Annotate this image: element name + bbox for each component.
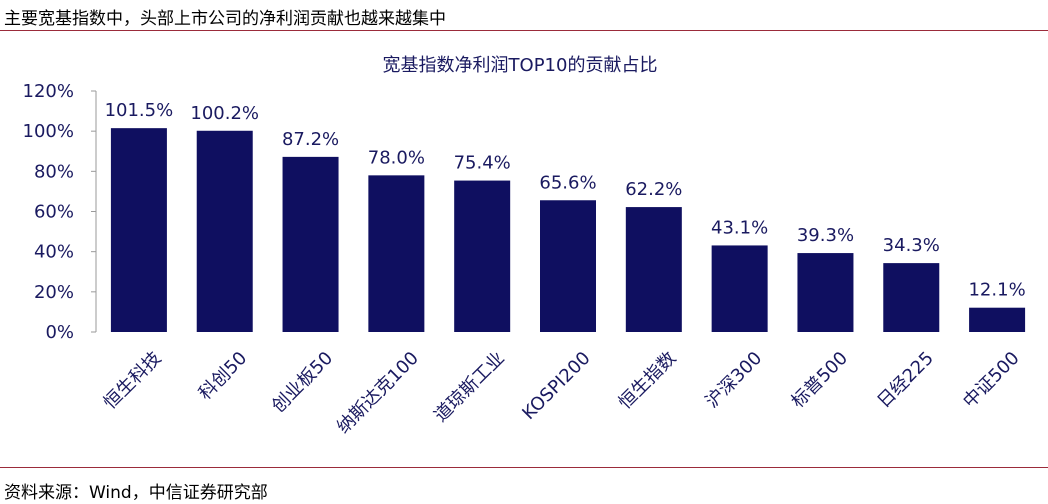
page-title: 主要宽基指数中，头部上市公司的净利润贡献也越来越集中: [4, 9, 446, 29]
bar: [282, 156, 339, 332]
data-label: 34.3%: [883, 235, 940, 256]
data-label: 87.2%: [282, 129, 339, 150]
chart-title: 宽基指数净利润TOP10的贡献占比: [383, 55, 658, 76]
data-label: 39.3%: [797, 225, 854, 246]
x-category-label: 沪深300: [702, 348, 767, 413]
y-tick-label: 20%: [34, 282, 74, 303]
data-label: 78.0%: [368, 147, 425, 168]
x-category-label: 道琼斯工业: [430, 348, 508, 426]
x-category-label: 恒生科技: [100, 348, 166, 414]
y-tick-label: 60%: [34, 202, 74, 223]
page-header: 主要宽基指数中，头部上市公司的净利润贡献也越来越集中: [0, 0, 1048, 30]
y-tick-label: 40%: [34, 242, 74, 263]
bar: [969, 307, 1026, 332]
data-labels: 101.5% 100.2% 87.2% 78.0% 75.4% 65.6% 62.2% 43.…: [105, 100, 1026, 301]
bar: [196, 130, 253, 332]
data-label: 101.5%: [105, 100, 174, 121]
x-category-label: 创业板50: [268, 348, 337, 417]
data-label: 75.4%: [454, 153, 511, 174]
bars: [110, 128, 1026, 332]
data-label: 62.2%: [625, 179, 682, 200]
bar: [110, 128, 167, 332]
data-label: 65.6%: [539, 172, 596, 193]
x-category-label: 标普500: [787, 348, 852, 413]
bar: [711, 245, 768, 332]
bar: [454, 180, 511, 332]
chart-container: 宽基指数净利润TOP10的贡献占比 0% 20% 40% 60% 80% 100% 120%…: [0, 31, 1048, 466]
x-category-label: 中证500: [959, 348, 1024, 413]
y-tick-label: 120%: [23, 81, 74, 102]
bar-chart: 宽基指数净利润TOP10的贡献占比 0% 20% 40% 60% 80% 100% 120%…: [23, 55, 1026, 438]
y-axis: 0% 20% 40% 60% 80% 100% 120%: [23, 81, 97, 343]
top-divider: [0, 30, 1048, 31]
data-label: 43.1%: [711, 217, 768, 238]
x-category-label: 日经225: [873, 348, 938, 413]
x-category-label: 纳斯达克100: [333, 348, 423, 438]
bottom-divider: [0, 467, 1048, 468]
x-category-label: 科创50: [195, 348, 252, 405]
bar: [883, 263, 940, 332]
x-category-label: 恒生指数: [615, 348, 681, 414]
source-note: 资料来源：Wind，中信证券研究部: [4, 483, 268, 503]
bar: [797, 253, 854, 332]
data-label: 12.1%: [968, 280, 1025, 301]
y-tick-label: 100%: [23, 121, 74, 142]
bar: [540, 200, 596, 332]
y-tick-label: 0%: [45, 322, 74, 343]
bar: [625, 207, 682, 332]
bar: [368, 175, 425, 332]
x-category-label: KOSPI200: [518, 348, 594, 424]
data-label: 100.2%: [190, 103, 259, 124]
y-tick-label: 80%: [34, 161, 74, 182]
